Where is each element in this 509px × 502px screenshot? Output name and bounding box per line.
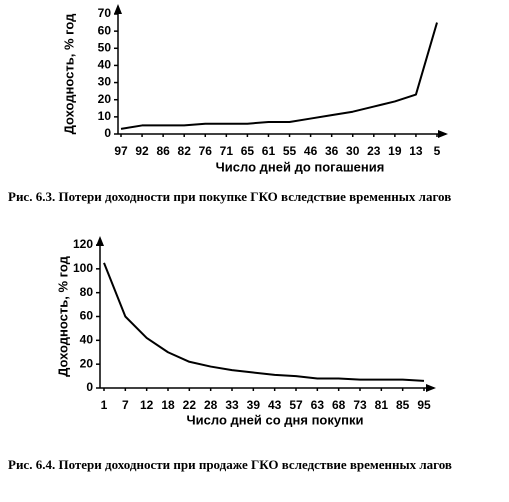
x-tick-label: 57 — [289, 398, 303, 412]
figure-caption: Рис. 6.4. Потери доходности при продаже … — [8, 457, 452, 472]
x-tick-label: 30 — [346, 144, 360, 158]
y-tick-label: 20 — [98, 92, 112, 106]
x-tick-label: 63 — [311, 398, 325, 412]
x-tick-label: 65 — [241, 144, 255, 158]
y-tick-label: 60 — [80, 309, 94, 323]
x-tick-label: 68 — [332, 398, 346, 412]
x-tick-label: 86 — [156, 144, 170, 158]
x-tick-label: 81 — [375, 398, 389, 412]
x-tick-label: 18 — [161, 398, 175, 412]
x-tick-label: 61 — [262, 144, 276, 158]
x-tick-label: 46 — [304, 144, 318, 158]
y-tick-label: 0 — [86, 380, 93, 394]
y-tick-label: 20 — [80, 356, 94, 370]
y-tick-label: 60 — [98, 23, 112, 37]
y-tick-label: 120 — [73, 237, 93, 251]
x-tick-label: 39 — [247, 398, 261, 412]
y-tick-label: 100 — [73, 261, 93, 275]
figure-caption: Рис. 6.3. Потери доходности при покупке … — [8, 189, 451, 204]
x-tick-label: 1 — [101, 398, 108, 412]
data-line — [120, 22, 438, 130]
x-tick-label: 19 — [388, 144, 402, 158]
x-tick-label: 43 — [268, 398, 282, 412]
x-tick-label: 12 — [140, 398, 154, 412]
x-tick-label: 22 — [183, 398, 197, 412]
x-tick-label: 7 — [122, 398, 129, 412]
x-tick-label: 36 — [325, 144, 339, 158]
y-tick-label: 40 — [98, 58, 112, 72]
x-tick-label: 13 — [409, 144, 423, 158]
x-tick-label: 82 — [178, 144, 192, 158]
data-line — [103, 262, 425, 382]
x-tick-label: 55 — [283, 144, 297, 158]
x-tick-label: 73 — [353, 398, 367, 412]
x-tick-label: 5 — [434, 144, 441, 158]
y-tick-label: 40 — [80, 333, 94, 347]
x-tick-label: 97 — [114, 144, 128, 158]
y-axis-title: Доходность, % год — [61, 13, 76, 135]
y-tick-label: 30 — [98, 75, 112, 89]
y-tick-label: 70 — [98, 6, 112, 20]
y-tick-label: 10 — [98, 109, 112, 123]
x-tick-label: 76 — [199, 144, 213, 158]
y-tick-label: 80 — [80, 285, 94, 299]
x-tick-label: 23 — [367, 144, 381, 158]
y-tick-label: 0 — [104, 126, 111, 140]
x-axis-title: Число дней со дня покупки — [187, 412, 364, 427]
x-tick-label: 28 — [204, 398, 218, 412]
x-tick-label: 33 — [225, 398, 239, 412]
x-tick-label: 71 — [220, 144, 234, 158]
x-tick-label: 85 — [396, 398, 410, 412]
x-tick-label: 92 — [135, 144, 149, 158]
y-tick-label: 50 — [98, 40, 112, 54]
x-tick-label: 95 — [417, 398, 431, 412]
x-axis-title: Число дней до погашения — [216, 159, 385, 174]
y-axis-title: Доходность, % год — [55, 255, 70, 377]
